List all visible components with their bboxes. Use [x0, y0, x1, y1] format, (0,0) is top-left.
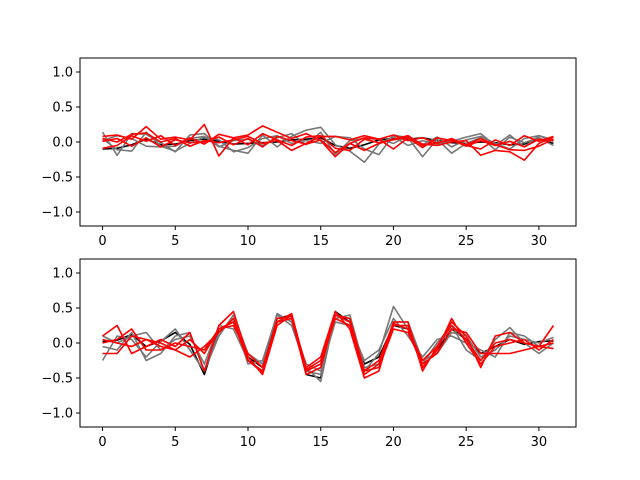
x-tick-label: 30: [531, 234, 548, 249]
x-tick-label: 0: [98, 435, 106, 450]
x-tick-label: 15: [312, 234, 329, 249]
series-group: [101, 305, 555, 383]
series-line-7: [102, 132, 554, 161]
y-tick-label: 1.0: [52, 267, 73, 282]
x-tick-label: 25: [458, 234, 475, 249]
y-tick-label: −1.0: [41, 407, 73, 422]
x-tick-label: 30: [531, 435, 548, 450]
x-tick-label: 25: [458, 435, 475, 450]
series-line-8: [102, 312, 554, 372]
y-tick-label: 0.0: [52, 136, 73, 151]
x-tick-label: 20: [385, 435, 402, 450]
subplot-2: 0 5 10 15 20 25 30 1.0 0.5 0.0 −0.5 −1.0: [41, 258, 577, 450]
series-line-5: [102, 123, 554, 158]
subplot-1: 0 5 10 15 20 25 30 1.0 0.5 0.0 −0.5 −1.0: [41, 57, 577, 249]
x-tick-label: 20: [385, 234, 402, 249]
series-line-8: [102, 134, 554, 154]
y-tick-label: 1.0: [52, 66, 73, 81]
x-tick-label: 0: [98, 234, 106, 249]
y-tick-label: −0.5: [41, 372, 73, 387]
subplots: 0 5 10 15 20 25 30 1.0 0.5 0.0 −0.5 −1.0 0 5 10 15 20 25 3…: [41, 57, 577, 450]
y-tick-label: 0.5: [52, 101, 73, 116]
x-tick-label: 5: [171, 435, 179, 450]
y-tick-label: 0.0: [52, 337, 73, 352]
series-group: [101, 123, 554, 164]
y-tick-label: 0.5: [52, 302, 73, 317]
x-tick-label: 10: [240, 234, 257, 249]
x-tick-label: 15: [312, 435, 329, 450]
x-tick-label: 10: [240, 435, 257, 450]
y-tick-label: −1.0: [41, 206, 73, 221]
y-tick-label: −0.5: [41, 171, 73, 186]
x-tick-label: 5: [171, 234, 179, 249]
